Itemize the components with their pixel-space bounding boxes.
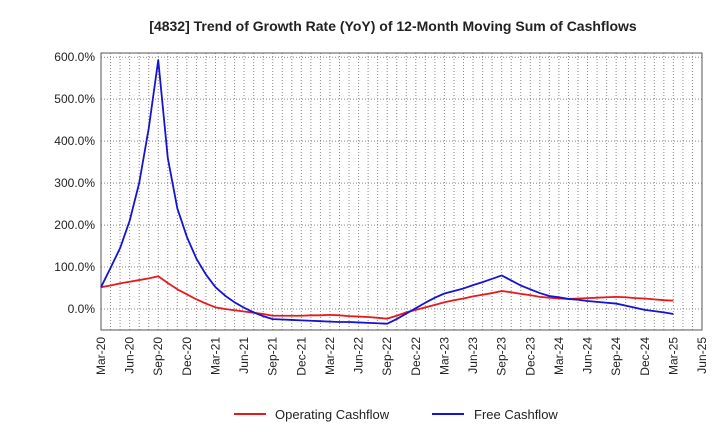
x-axis-ticks: Mar-20 Jun-20 Sep-20 Dec-20 Mar-21 Jun-21 Sep-… — [94, 337, 709, 376]
plot-area — [100, 52, 703, 331]
x-tick-label: Sep-20 — [151, 337, 165, 376]
y-tick-label: 400.0% — [54, 134, 95, 148]
legend: Operating Cashflow Free Cashflow — [234, 407, 558, 422]
y-tick-label: 200.0% — [54, 218, 95, 232]
legend-label: Free Cashflow — [474, 407, 558, 422]
x-tick-label: Mar-25 — [666, 337, 680, 375]
series-line-free-cashflow — [100, 59, 674, 325]
y-tick-label: 500.0% — [54, 92, 95, 106]
grid-layer — [100, 53, 703, 330]
x-tick-label: Sep-24 — [609, 337, 623, 376]
x-tick-label: Dec-24 — [638, 337, 652, 376]
x-tick-label: Jun-20 — [123, 337, 137, 374]
x-tick-label: Dec-22 — [409, 337, 423, 376]
x-tick-label: Jun-25 — [695, 337, 709, 374]
series-line-operating-cashflow — [100, 275, 674, 320]
series-layer — [100, 59, 674, 325]
x-tick-label: Jun-22 — [352, 337, 366, 374]
legend-label: Operating Cashflow — [275, 407, 390, 422]
y-tick-label: 100.0% — [54, 260, 95, 274]
x-tick-label: Mar-24 — [552, 337, 566, 375]
x-tick-label: Dec-20 — [180, 337, 194, 376]
x-tick-label: Dec-21 — [294, 337, 308, 376]
y-tick-label: 0.0% — [68, 302, 96, 316]
x-tick-label: Mar-23 — [437, 337, 451, 375]
x-tick-label: Mar-21 — [208, 337, 222, 375]
x-tick-label: Jun-23 — [466, 337, 480, 374]
y-axis-ticks: 0.0% 100.0% 200.0% 300.0% 400.0% 500.0% 600.0% — [54, 50, 95, 316]
chart-title: [4832] Trend of Growth Rate (YoY) of 12-… — [149, 18, 637, 34]
x-tick-label: Mar-20 — [94, 337, 108, 375]
y-tick-label: 300.0% — [54, 176, 95, 190]
x-tick-label: Jun-24 — [581, 337, 595, 374]
x-tick-label: Sep-23 — [495, 337, 509, 376]
x-tick-label: Mar-22 — [323, 337, 337, 375]
x-tick-label: Sep-22 — [380, 337, 394, 376]
x-tick-label: Dec-23 — [523, 337, 537, 376]
x-tick-label: Jun-21 — [237, 337, 251, 374]
x-tick-label: Sep-21 — [266, 337, 280, 376]
y-tick-label: 600.0% — [54, 50, 95, 64]
